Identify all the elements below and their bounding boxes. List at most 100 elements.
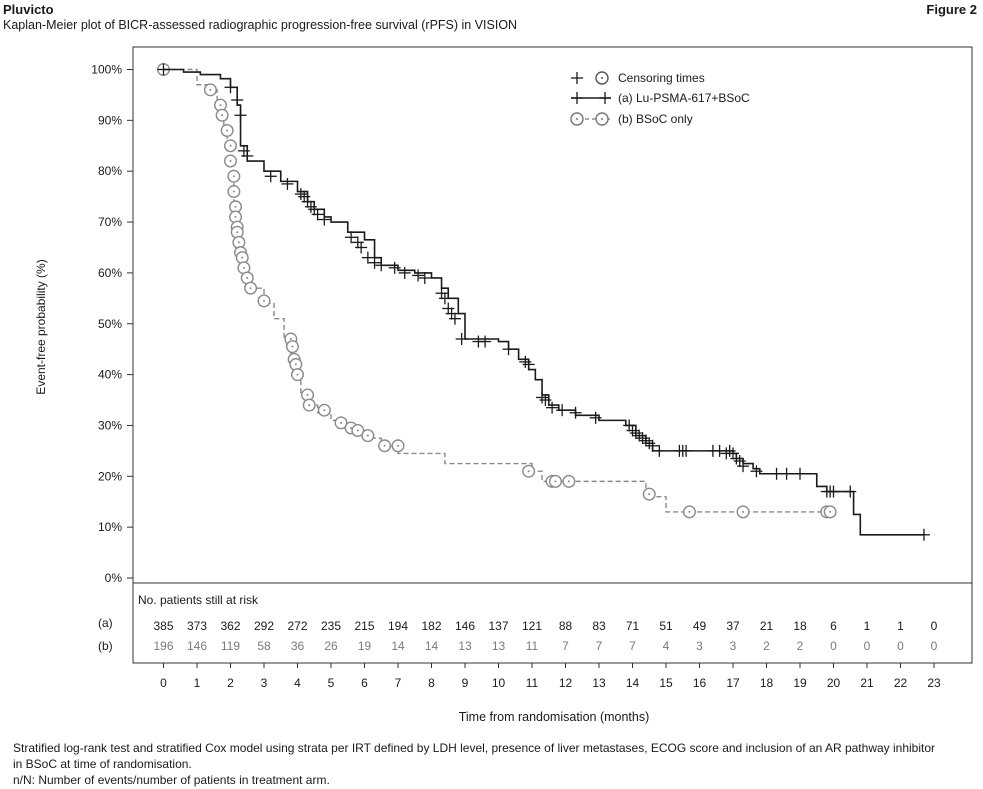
censor-marker-a (636, 432, 649, 445)
censor-marker-a (522, 358, 535, 371)
censor-dot (226, 129, 229, 132)
censor-dot (221, 114, 224, 117)
at-risk-value: 18 (793, 619, 807, 633)
at-risk-value: 21 (760, 619, 774, 633)
footnotes: Stratified log-rank test and stratified … (13, 740, 973, 788)
censor-marker-a (345, 231, 358, 244)
y-tick-label: 50% (98, 317, 122, 331)
censor-marker-a (455, 333, 468, 346)
censor-dot (294, 363, 297, 366)
censor-marker-a (234, 109, 247, 122)
at-risk-value: 1 (864, 619, 871, 633)
censor-marker-a (827, 485, 840, 498)
censor-marker-a (629, 427, 642, 440)
series-b (156, 63, 837, 519)
at-risk-value: 36 (291, 639, 305, 653)
censor-marker-a (298, 190, 311, 203)
censor-marker-a (727, 447, 739, 460)
at-risk-frame (132, 582, 973, 664)
at-risk-value: 2 (797, 639, 804, 653)
censor-marker-a (569, 406, 582, 419)
at-risk-value: 0 (931, 639, 938, 653)
censor-marker-a (536, 391, 549, 404)
legend-circle-icon (595, 71, 609, 85)
product-name: Pluvicto (3, 2, 54, 17)
censor-marker-a (633, 429, 646, 442)
censor-marker-b (291, 368, 305, 382)
censor-marker-a (737, 460, 750, 473)
legend-plus-icon (571, 72, 583, 84)
censor-dot (242, 266, 245, 269)
y-tick-label: 30% (98, 418, 122, 432)
legend-label-b: (b) BSoC only (618, 112, 693, 126)
at-risk-value: 11 (526, 639, 539, 653)
series-layer (156, 63, 930, 541)
censor-marker-b (378, 439, 392, 453)
at-risk-value: 49 (693, 619, 707, 633)
censor-marker-b (203, 83, 217, 97)
legend-circle-icon (570, 112, 584, 126)
censor-marker-a (368, 256, 381, 269)
censor-dot (296, 373, 299, 376)
legend-circle-icon (595, 112, 609, 126)
legend-label-a: (a) Lu-PSMA-617+BSoC (618, 91, 750, 105)
censor-marker-a (351, 236, 364, 249)
censor-marker-b (223, 154, 237, 168)
censor-marker-b (548, 474, 562, 488)
x-tick-label: 0 (160, 676, 167, 690)
censor-dot (229, 160, 232, 163)
x-tick-label: 20 (827, 676, 841, 690)
censor-marker-a (308, 203, 321, 216)
y-tick-label: 80% (98, 164, 122, 178)
censor-marker-a (546, 401, 559, 414)
plot-area (132, 46, 973, 584)
y-tick-label: 0% (105, 571, 123, 585)
legend-plus-icon (599, 92, 611, 104)
censor-dot (567, 480, 570, 483)
at-risk-value: 235 (321, 619, 341, 633)
at-risk-title: No. patients still at risk (138, 593, 259, 607)
censor-dot (829, 510, 832, 513)
censor-marker-b (736, 505, 750, 519)
at-risk-value: 83 (592, 619, 606, 633)
censor-dot (289, 338, 292, 341)
x-tick-label: 23 (927, 676, 941, 690)
censor-marker-a (917, 528, 930, 541)
censor-marker-b (302, 398, 316, 412)
at-risk-value: 0 (897, 639, 904, 653)
censor-marker-b (522, 464, 536, 478)
censor-marker-b (682, 505, 696, 519)
at-risk-value: 58 (257, 639, 271, 653)
at-risk-value: 0 (830, 639, 837, 653)
censor-marker-a (589, 411, 602, 424)
censor-marker-a (733, 455, 746, 468)
censor-dot (742, 510, 745, 513)
censor-dot (234, 205, 237, 208)
censor-dot (366, 434, 369, 437)
km-curve-a (163, 68, 924, 536)
censor-dot (219, 104, 222, 107)
censor-marker-a (730, 452, 743, 465)
censor-marker-b (642, 487, 656, 501)
km-curve-b (163, 68, 827, 513)
censor-marker-a (304, 200, 317, 213)
censor-marker-b (285, 340, 299, 354)
censor-marker-a (264, 170, 277, 183)
at-risk-value: 373 (187, 619, 207, 633)
footnote-line: Stratified log-rank test and stratified … (13, 741, 936, 755)
x-tick-label: 18 (760, 676, 774, 690)
censor-marker-b (317, 403, 331, 417)
chart-subtitle: Kaplan-Meier plot of BICR-assessed radio… (3, 18, 518, 32)
censor-dot (209, 88, 212, 91)
censor-dot (527, 470, 530, 473)
censor-marker-a (844, 485, 857, 498)
at-risk-value: 3 (730, 639, 737, 653)
at-risk-value: 119 (221, 639, 240, 653)
censor-marker-b (220, 124, 234, 138)
censor-marker-a (398, 266, 411, 279)
footnote-line: in BSoC at time of randomisation. (13, 757, 192, 771)
at-risk-table: No. patients still at risk(a) 385 373 362 29… (98, 582, 973, 664)
at-risk-value: 146 (455, 619, 475, 633)
censor-marker-a (639, 434, 652, 447)
